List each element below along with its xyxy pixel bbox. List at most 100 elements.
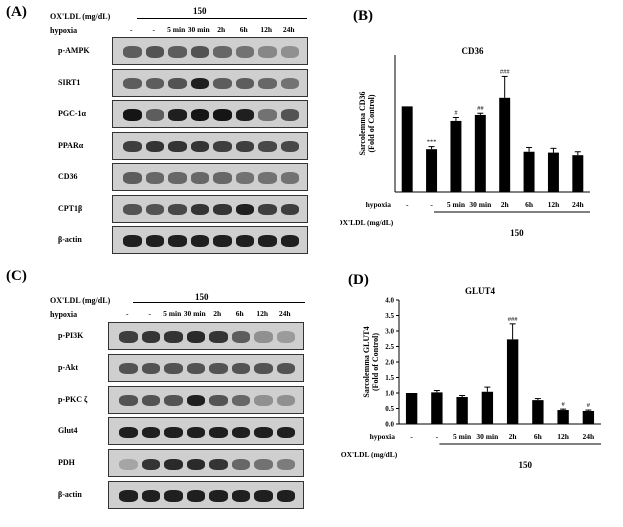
blot-band bbox=[123, 77, 142, 90]
bar bbox=[523, 151, 535, 192]
blot-band bbox=[141, 490, 160, 502]
blot-band bbox=[213, 46, 232, 58]
blot-band bbox=[141, 331, 160, 343]
blot-band bbox=[190, 77, 209, 90]
blot-band bbox=[123, 203, 142, 216]
blot-band bbox=[141, 363, 160, 375]
blot-band bbox=[235, 172, 254, 184]
x-tick-label: 6h bbox=[534, 432, 543, 441]
blot-band bbox=[254, 363, 273, 375]
blot-band bbox=[190, 109, 209, 121]
panel-a-oxldl-label: OX'LDL (mg/dL) bbox=[50, 12, 111, 21]
y-axis-label: Sarcolemma CD36 bbox=[358, 91, 367, 155]
blot-band bbox=[123, 172, 142, 184]
blot-band bbox=[213, 203, 232, 216]
chart-title: GLUT4 bbox=[465, 286, 496, 296]
blot-band bbox=[235, 77, 254, 90]
blot-strip bbox=[112, 226, 308, 254]
condition-label: 30 min bbox=[183, 309, 206, 318]
blot-band bbox=[254, 331, 273, 343]
blot-strip bbox=[112, 100, 308, 128]
significance-label: ### bbox=[508, 316, 519, 323]
y-tick-label: 1.0 bbox=[385, 390, 394, 398]
blot-band bbox=[213, 235, 232, 247]
blot-band bbox=[258, 109, 277, 121]
condition-label: 24h bbox=[278, 309, 291, 318]
blot-band bbox=[280, 172, 299, 184]
blot-band bbox=[119, 490, 138, 502]
blot-protein-label: p-PI3K bbox=[58, 331, 84, 340]
blot-band bbox=[186, 490, 205, 502]
bar bbox=[474, 114, 486, 192]
blot-band bbox=[123, 46, 142, 58]
blot-band bbox=[235, 203, 254, 216]
blot-band bbox=[276, 458, 295, 470]
blot-band bbox=[164, 458, 183, 470]
bar bbox=[572, 155, 584, 192]
significance-label: ### bbox=[500, 68, 511, 75]
x-tick-label: - bbox=[410, 432, 413, 441]
blot-band bbox=[235, 46, 254, 58]
significance-label: ## bbox=[477, 105, 484, 112]
blot-protein-label: CPT1β bbox=[58, 203, 83, 213]
blot-strip bbox=[108, 322, 304, 350]
blot-band bbox=[119, 458, 138, 470]
blot-band bbox=[186, 426, 205, 438]
oxldl-label: OX'LDL (mg/dL) bbox=[340, 218, 394, 227]
blot-band bbox=[231, 363, 250, 375]
significance-label: # bbox=[454, 110, 458, 117]
blot-band bbox=[190, 235, 209, 247]
blot-band bbox=[190, 46, 209, 58]
blot-band bbox=[145, 140, 164, 153]
blot-band bbox=[141, 458, 160, 470]
blot-band bbox=[141, 394, 160, 407]
condition-label: 12h bbox=[260, 25, 273, 34]
blot-protein-label: PDH bbox=[58, 458, 75, 468]
x-tick-label: - bbox=[406, 200, 409, 209]
panel-c-oxldl-label: OX'LDL (mg/dL) bbox=[50, 296, 111, 305]
condition-label: - bbox=[126, 309, 129, 318]
chart-title: CD36 bbox=[462, 46, 484, 56]
bar bbox=[405, 393, 418, 424]
blot-band bbox=[258, 235, 277, 247]
y-tick-label: 2.0 bbox=[385, 359, 394, 367]
significance-label: # bbox=[562, 401, 566, 408]
blot-band bbox=[168, 172, 187, 184]
bar bbox=[401, 106, 413, 192]
y-axis-label: (Fold of Control) bbox=[367, 94, 376, 152]
blot-band bbox=[231, 331, 250, 343]
condition-label: - bbox=[152, 25, 156, 34]
significance-label: # bbox=[587, 402, 591, 409]
x-tick-label: - bbox=[436, 432, 439, 441]
blot-band bbox=[235, 109, 254, 121]
panel-b-label: (B) bbox=[353, 8, 373, 24]
panel-c-dose-line bbox=[133, 302, 305, 303]
blot-band bbox=[258, 203, 277, 216]
condition-label: 5 min bbox=[163, 309, 182, 318]
panel-c-hypoxia-label: hypoxia bbox=[50, 310, 78, 319]
blot-band bbox=[209, 490, 228, 502]
blot-band bbox=[280, 203, 299, 216]
blot-band bbox=[254, 458, 273, 470]
blot-band bbox=[276, 363, 295, 375]
y-tick-label: 3.5 bbox=[385, 312, 394, 320]
glut4-bar-chart: GLUT4 Sarcolemma GLUT4 (Fold of Control) 0.… bbox=[341, 286, 601, 470]
significance-label: *** bbox=[427, 139, 437, 146]
condition-label: 2h bbox=[217, 25, 226, 34]
blot-band bbox=[209, 426, 228, 438]
bar bbox=[547, 152, 559, 192]
blot-band bbox=[119, 363, 138, 375]
blot-protein-label: Glut4 bbox=[58, 426, 78, 436]
blot-strip bbox=[108, 449, 304, 478]
blot-band bbox=[276, 394, 295, 407]
y-axis-label: Sarcolemma GLUT4 bbox=[362, 326, 371, 397]
blot-band bbox=[254, 426, 273, 438]
oxldl-label: OX'LDL (mg/dL) bbox=[341, 450, 398, 459]
bar bbox=[426, 149, 438, 192]
bar bbox=[499, 97, 511, 192]
bar bbox=[456, 397, 468, 424]
x-tick-label: 30 min bbox=[469, 200, 492, 209]
x-tick-label: 12h bbox=[557, 432, 570, 441]
y-tick-label: 1.5 bbox=[385, 374, 394, 382]
blot-band bbox=[258, 77, 277, 90]
